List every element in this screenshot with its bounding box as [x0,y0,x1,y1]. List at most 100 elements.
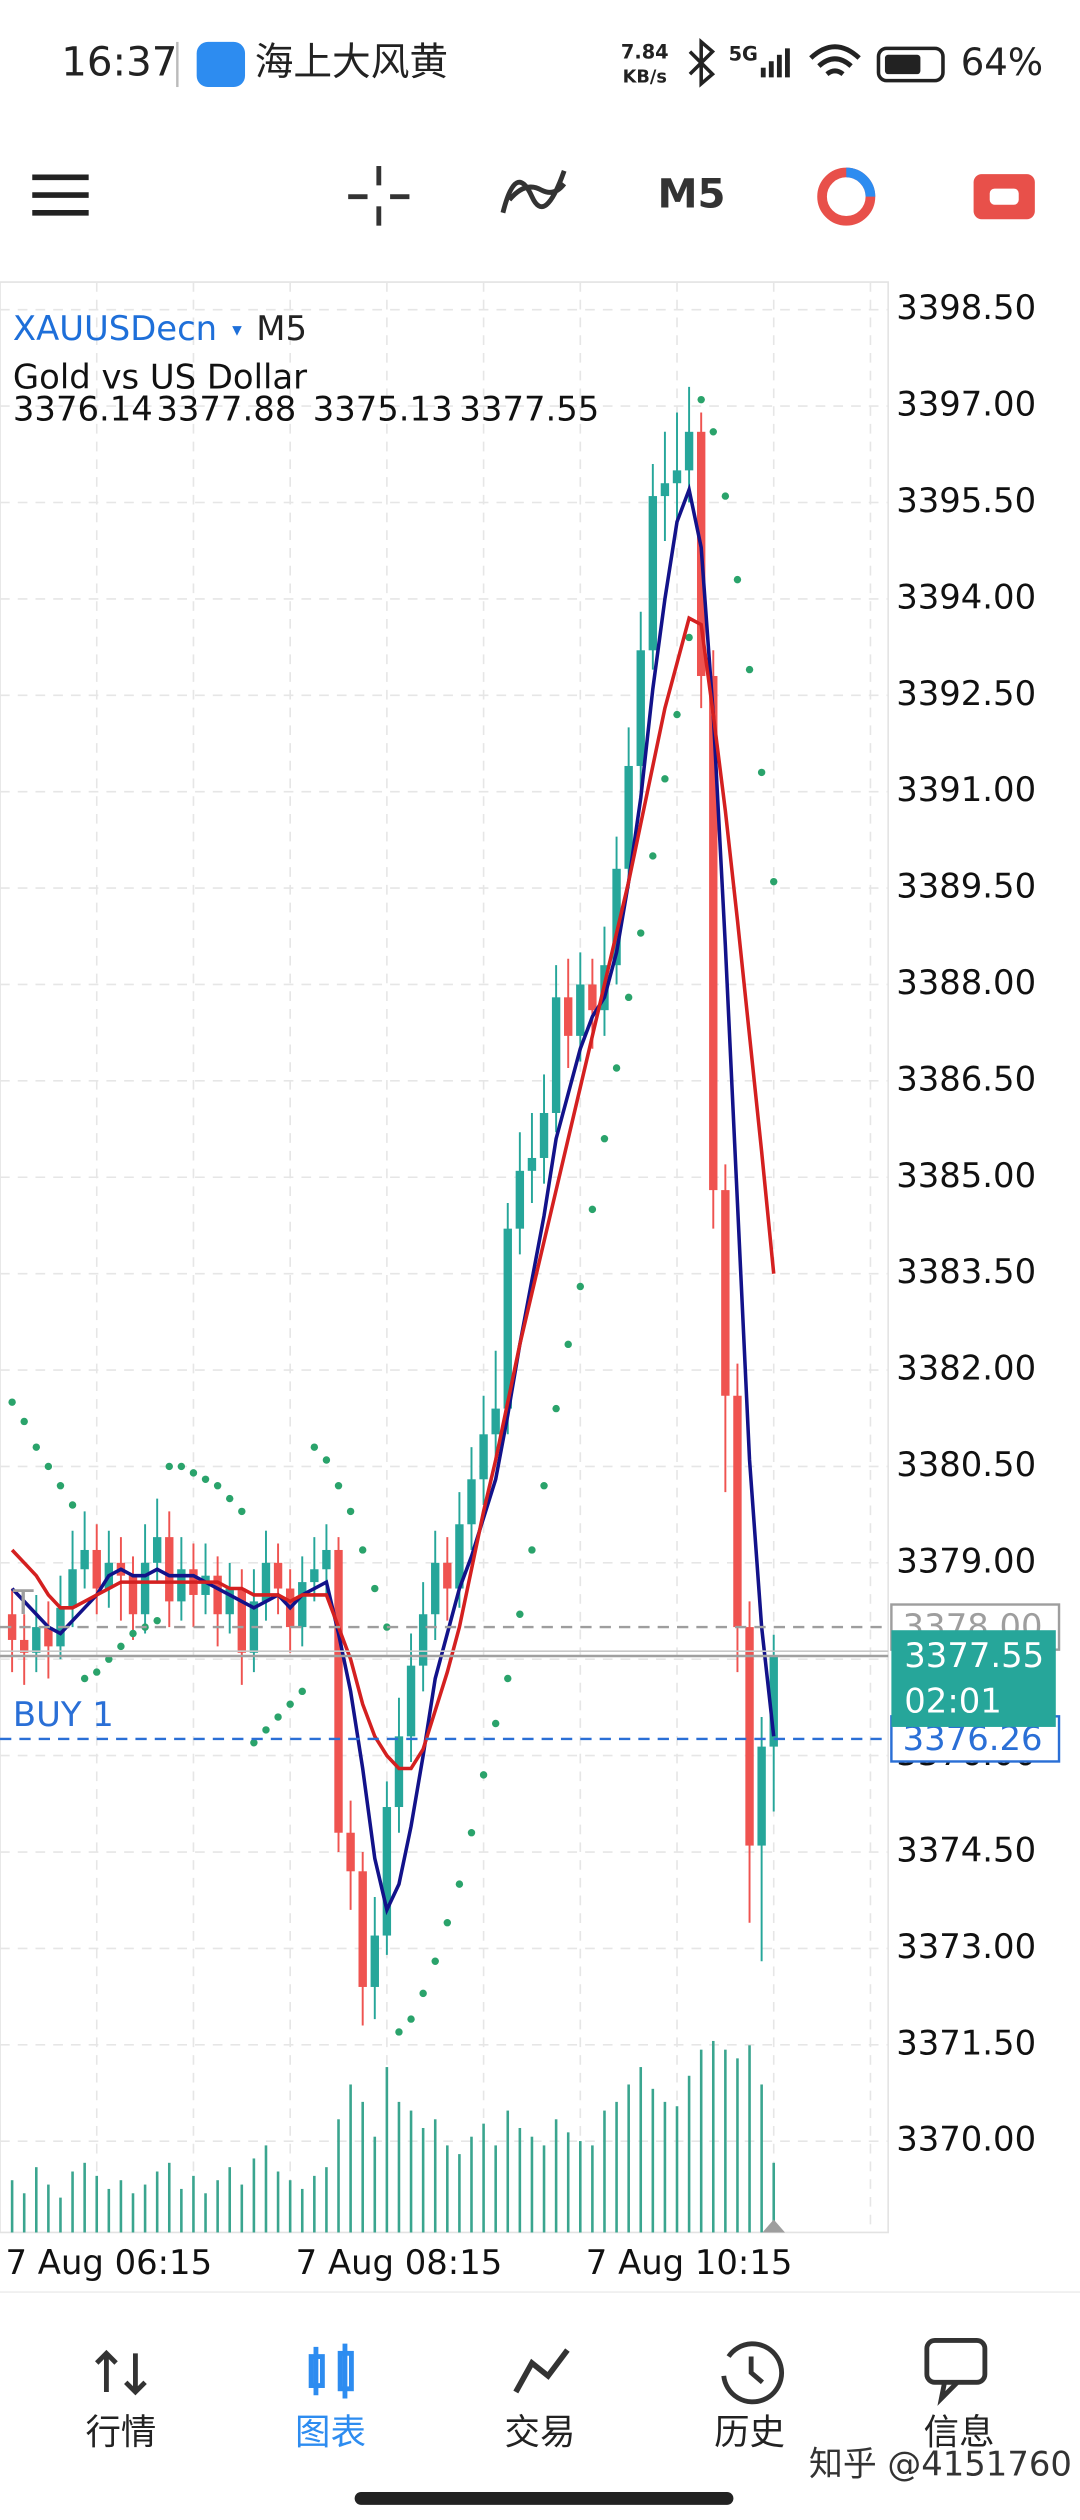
volume-bar [566,2132,570,2233]
sar-dot [407,2015,415,2023]
sar-dot [624,993,633,1002]
nav-icon-messages [924,2338,988,2406]
candle-body [588,984,597,1011]
nav-label[interactable]: 图表 [295,2412,366,2453]
sar-dot [371,1584,379,1593]
sar-dot [661,775,669,783]
nav-label[interactable]: 交易 [505,2412,576,2453]
volume-bar [397,2101,401,2233]
sar-dot [600,1134,609,1143]
candle-body [684,431,694,471]
y-tick-label: 3395.50 [896,481,1036,520]
sar-dot [431,1957,439,1965]
candle-body [273,1562,283,1589]
volume-bar [421,2127,425,2233]
sar-dot [334,1482,343,1490]
sar-dot [274,1713,282,1721]
candle-body [177,1569,186,1602]
x-tick-label: 7 Aug 08:15 [296,2243,503,2282]
volume-bar [143,2184,147,2233]
sar-dot [250,1739,258,1747]
sar-dot [528,1546,536,1554]
candle-body [479,1434,488,1480]
sar-dot [358,1546,367,1554]
sar-dot [80,1674,89,1683]
watermark: 知乎 @4151760 [809,2445,1072,2484]
sar-dot [189,1469,198,1477]
sar-dot [612,1064,621,1072]
sar-dot [322,1456,331,1464]
volume-bar [579,2141,582,2233]
volume-bar [409,2110,413,2233]
sar-dot [685,633,693,642]
home-indicator [354,2491,734,2505]
bluetooth-icon [688,38,716,88]
sar-dot [491,1719,500,1728]
sar-dot [552,1404,560,1413]
app-icon [196,41,246,88]
menu-button[interactable] [32,174,89,216]
y-tick-label: 3370.00 [896,2120,1036,2159]
sar-dot [576,1282,585,1291]
y-tick-label: 3382.00 [896,1349,1036,1388]
network: 5G [729,42,758,65]
volume-bar [10,2180,14,2233]
volume-bar [675,2106,679,2233]
candle-body [261,1562,271,1602]
nav-label[interactable]: 行情 [85,2412,156,2453]
trade-icon [989,188,1019,205]
ohlc-open: 3376.14 [13,390,153,429]
battery-icon [876,46,945,83]
sar-dot [540,1482,548,1490]
sar-dot [346,1507,355,1516]
current-price-text: 3377.55 [904,1636,1044,1675]
timeframe-button[interactable]: M5 [657,171,725,218]
current-price-tag [891,1630,1056,1727]
symbol-arrow[interactable]: ▾ [232,318,242,341]
volume-bar [724,2049,727,2233]
net-speed: 7.84 [621,41,669,64]
volume-bar [361,2101,364,2233]
volume-bar [325,2167,328,2233]
y-tick-label: 3385.00 [896,1156,1036,1195]
candle-body [757,1746,766,1846]
volume-bar [518,2127,522,2233]
toolbar: M5 [32,166,1035,226]
candle-body [539,1112,549,1158]
candle-body [612,868,621,966]
bottom-nav [0,2291,1080,2406]
y-tick-label: 3380.50 [896,1445,1036,1484]
candle-body [660,483,670,497]
sar-dot [8,1398,16,1406]
volume-bar [506,2110,510,2233]
volume-bar [95,2175,99,2233]
volume-bar [651,2088,655,2233]
candle-body [237,1588,246,1653]
x-tick-label: 7 Aug 06:15 [6,2243,213,2282]
volume-bar [458,2154,461,2233]
y-tick-label: 3389.50 [896,867,1036,906]
nav-label[interactable]: 历史 [714,2412,785,2453]
nav-icon-history [721,2341,785,2405]
sar-dot [588,1205,597,1214]
candle-body [491,1408,500,1435]
y-tick-label: 3391.00 [896,770,1036,809]
volume-bar [542,2145,546,2233]
y-tick-label: 3392.50 [896,674,1036,713]
candle-body [358,1871,367,1987]
sar-dot [93,1668,101,1676]
volume-bar [699,2049,703,2233]
crosshair-button[interactable] [348,166,410,226]
nav-label[interactable]: 信息 [924,2412,995,2453]
volume-bar [385,2067,389,2233]
candle-body [503,1228,512,1409]
volume-bar [228,2167,232,2233]
sar-dot [697,395,705,404]
ohlc-close: 3377.55 [459,390,599,429]
ohlc-high: 3377.88 [156,390,296,429]
y-tick-label: 3386.50 [896,1059,1036,1098]
volume-bar [264,2145,268,2233]
status-bar: 16:37 海上大风黄 7.84 KB/s 5G 64% [61,35,1043,94]
indicators-button[interactable] [500,170,567,214]
